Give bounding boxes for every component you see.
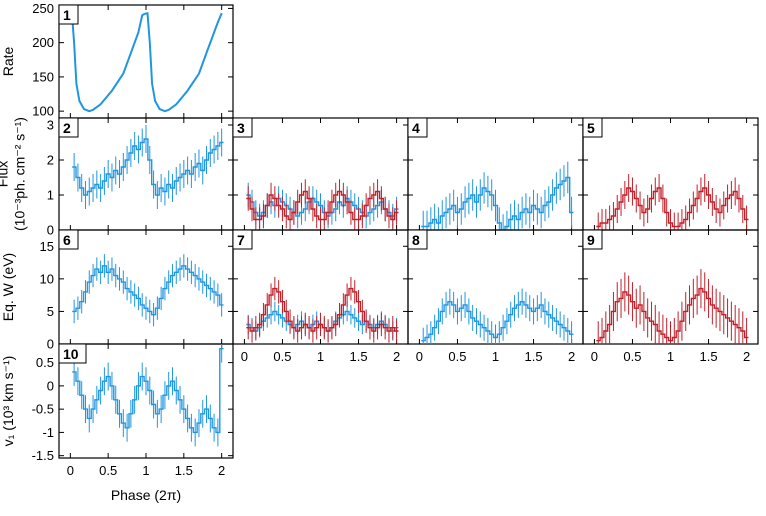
ytick-label-10-0: 0.5 (36, 355, 54, 370)
panel-label-box-1 (58, 4, 79, 25)
ylabel-rate: Rate (0, 47, 16, 77)
xtick-label-1-4: 2 (393, 349, 400, 364)
series-step-5-0 (596, 187, 749, 228)
xtick-label-1-0: 0 (241, 349, 248, 364)
xtick-label-3-1: 0.5 (623, 349, 641, 364)
series-step-7-1 (246, 287, 399, 332)
series-step-3-1 (246, 190, 399, 221)
panel-label-10: 10 (63, 346, 79, 362)
panel-label-2: 2 (63, 120, 71, 136)
xtick-label-1-2: 1 (317, 349, 324, 364)
series-step-9-0 (596, 287, 749, 342)
xtick-label-3-3: 1.5 (700, 349, 718, 364)
series-line-1-0 (70, 11, 223, 113)
ylabel-eqw: Eq. W (eV) (0, 253, 16, 321)
panel-label-1: 1 (63, 7, 71, 23)
xtick-label-1-1: 0.5 (273, 349, 291, 364)
series-step-8-0 (421, 301, 574, 342)
ytick-label-2-1: 1 (47, 188, 54, 203)
xtick-label-2-2: 1 (492, 349, 499, 364)
xtick-label-3-2: 1 (667, 349, 674, 364)
xtick-label-0-0: 0 (67, 463, 74, 478)
panel-label-3: 3 (237, 120, 245, 136)
ytick-label-10-3: -1 (42, 425, 54, 440)
panel-label-5: 5 (587, 120, 595, 136)
ytick-label-2-3: 3 (47, 118, 54, 133)
panel-label-6: 6 (63, 232, 71, 248)
ytick-label-6-1: 5 (47, 304, 54, 319)
series-step-3-0 (246, 194, 399, 217)
ytick-label-6-2: 10 (40, 271, 54, 286)
ylabel-flux-line-0: Flux (0, 161, 11, 187)
ylabel-rate-line-0: Rate (0, 47, 16, 77)
panel-label-7: 7 (237, 232, 245, 248)
xtick-label-1-3: 1.5 (350, 349, 368, 364)
panel-label-box-2 (58, 117, 79, 138)
series-step-2-0 (72, 138, 224, 196)
xtick-label-0-1: 0.5 (99, 463, 117, 478)
series-step-4-0 (421, 176, 574, 230)
ytick-label-10-2: -0.5 (32, 402, 54, 417)
xtick-label-3-0: 0 (591, 349, 598, 364)
ylabel-flux-line-1: (10⁻³ph. cm⁻² s⁻¹) (12, 117, 28, 231)
ytick-label-2-0: 0 (47, 223, 54, 238)
ylabel-eqw-line-0: Eq. W (eV) (0, 253, 16, 321)
xtick-label-2-1: 0.5 (448, 349, 466, 364)
xtick-label-2-4: 2 (568, 349, 575, 364)
xtick-label-3-4: 2 (743, 349, 750, 364)
ytick-label-6-3: 15 (40, 239, 54, 254)
xtick-label-2-3: 1.5 (525, 349, 543, 364)
ytick-label-1-2: 200 (32, 35, 54, 50)
ylabel-flux: Flux (10⁻³ph. cm⁻² s⁻¹) (0, 117, 28, 231)
panel-frame-1 (58, 4, 234, 119)
ylabel-v1: v₁ (10³ km s⁻¹) (0, 356, 16, 447)
ytick-label-10-4: -1.5 (32, 448, 54, 463)
panel-label-box-5 (582, 117, 603, 138)
panel-label-box-8 (407, 229, 428, 250)
panel-label-9: 9 (587, 232, 595, 248)
series-step-10-0 (72, 348, 224, 434)
panel-label-box-3 (232, 117, 253, 138)
panel-label-box-9 (582, 229, 603, 250)
xtick-label-0-4: 2 (218, 463, 225, 478)
ytick-label-10-1: 0 (47, 378, 54, 393)
series-step-6-0 (72, 265, 224, 316)
ylabel-v1-line-0: v₁ (10³ km s⁻¹) (0, 356, 16, 447)
ytick-label-1-3: 250 (32, 1, 54, 16)
x-axis-label: Phase (2π) (111, 487, 181, 503)
ytick-label-1-1: 150 (32, 69, 54, 84)
ytick-label-1-0: 100 (32, 104, 54, 119)
ytick-label-6-0: 0 (47, 337, 54, 352)
panel-label-box-10 (58, 343, 87, 364)
xtick-label-0-3: 1.5 (175, 463, 193, 478)
panel-label-box-6 (58, 229, 79, 250)
panel-label-box-7 (232, 229, 253, 250)
xtick-label-2-0: 0 (416, 349, 423, 364)
ytick-label-2-2: 2 (47, 153, 54, 168)
panel-label-8: 8 (412, 232, 420, 248)
panel-label-4: 4 (412, 120, 420, 136)
xtick-label-0-2: 1 (142, 463, 149, 478)
panel-label-box-4 (407, 117, 428, 138)
